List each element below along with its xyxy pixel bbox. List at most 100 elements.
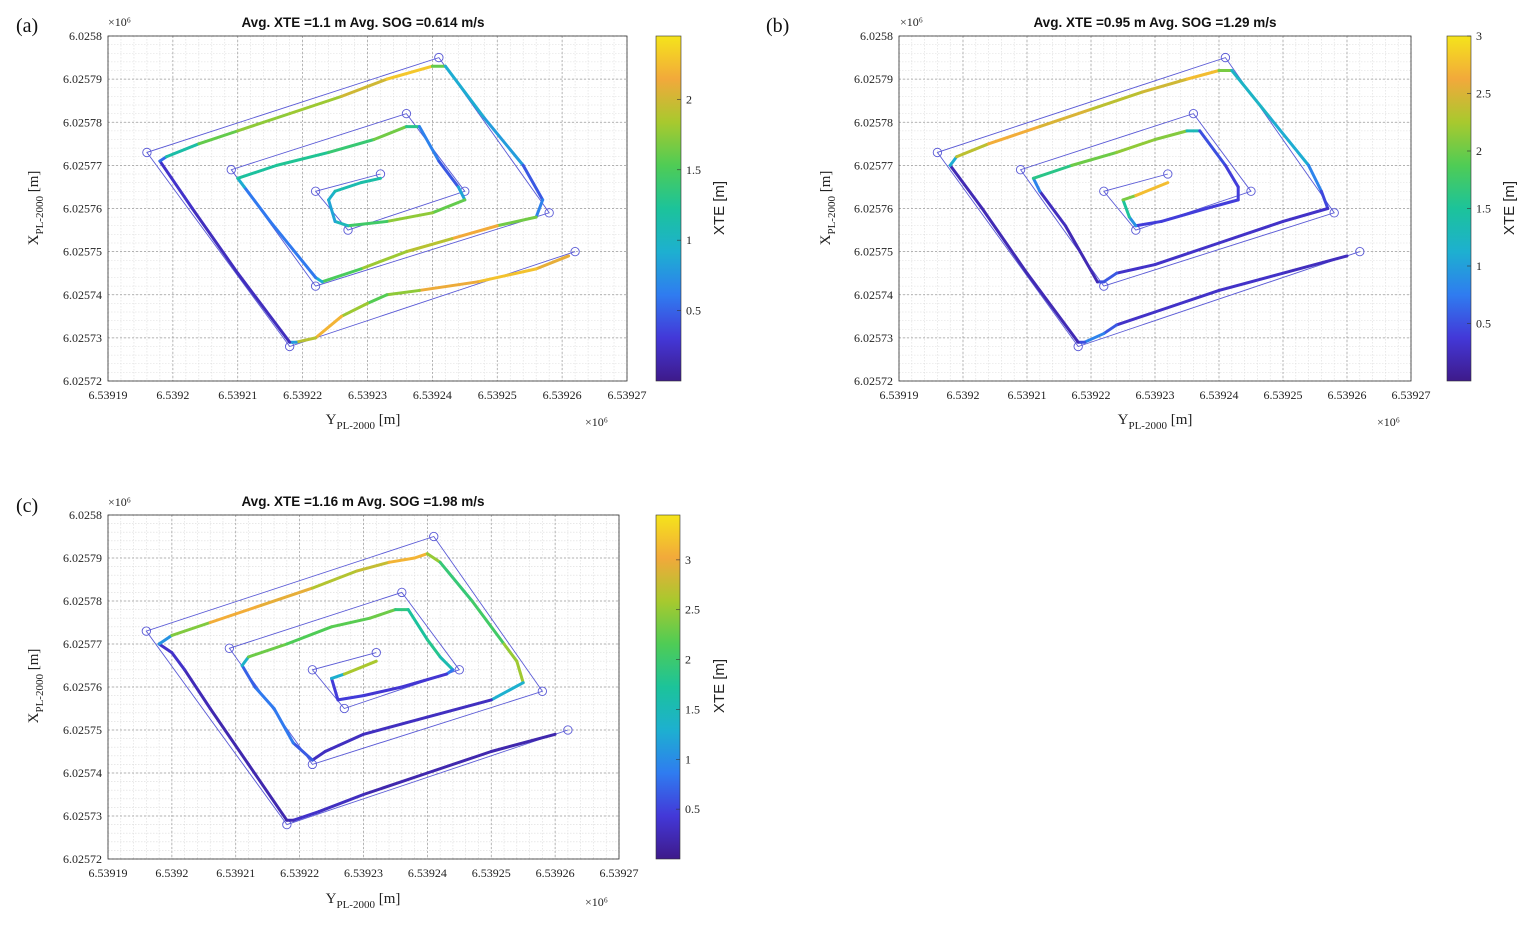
track-segment [1204, 198, 1240, 210]
track-segment [1089, 90, 1144, 111]
x-axis-label-main: Y [1118, 412, 1129, 428]
colorbar-tick-label: 0.5 [686, 304, 701, 318]
y-tick-label: 6.02575 [63, 723, 102, 737]
waypoint-marker [1355, 246, 1365, 257]
track-segment [236, 163, 279, 180]
y-axis-label-subscript: PL-2000 [826, 196, 838, 235]
chart-panel-c: (c) Avg. XTE =1.16 m Avg. SOG =1.98 m/s … [16, 494, 728, 911]
track-segment [372, 125, 408, 141]
track-segment [240, 655, 251, 667]
x-tick-label: 6.53925 [1264, 388, 1303, 402]
y-tick-label: 6.02578 [63, 115, 102, 129]
x-tick-label: 6.53927 [608, 388, 647, 402]
x-tick-label: 6.53924 [1200, 388, 1239, 402]
track-segment [236, 112, 292, 133]
y-axis-label: XPL-2000 [m] [26, 171, 46, 246]
waypoint-marker [1015, 165, 1026, 175]
x-tick-label: 6.53922 [1072, 388, 1111, 402]
track-segment [330, 672, 346, 680]
track-segment [1083, 332, 1106, 344]
y-tick-label: 6.02573 [63, 331, 102, 345]
track-segment [359, 250, 408, 271]
track-segment [330, 616, 372, 629]
track-segment [1115, 138, 1157, 154]
x-axis-label: YPL-2000 [m] [1118, 412, 1193, 432]
track-segment [450, 224, 499, 241]
waypoint-marker [310, 186, 321, 196]
x-tick-label: 6.53919 [89, 866, 128, 880]
track-segment [515, 659, 525, 685]
waypoint-marker [224, 643, 235, 653]
track-segment [170, 621, 212, 637]
x-tick-label: 6.53926 [543, 388, 582, 402]
track-segment [1198, 129, 1227, 167]
track-segment [268, 219, 318, 279]
track-segment [183, 668, 212, 710]
track-segment [385, 211, 434, 223]
track-segment [362, 715, 429, 736]
track-segment [355, 560, 391, 573]
track-segment [1307, 163, 1323, 193]
y-tick-label: 6.02579 [63, 72, 102, 86]
track-segment [406, 608, 429, 642]
y-tick-label: 6.0258 [860, 29, 893, 43]
y-tick-label: 6.02574 [854, 288, 893, 302]
x-exponent-label: ×10⁶ [585, 415, 608, 429]
track-segment [413, 552, 429, 560]
track-segment [482, 116, 525, 167]
waypoint-marker [226, 165, 236, 175]
y-axis-label-subscript: PL-2000 [34, 196, 46, 235]
y-tick-label: 6.02577 [854, 158, 893, 172]
chart-title: Avg. XTE =1.1 m Avg. SOG =0.614 m/s [241, 15, 484, 30]
axes-box [107, 514, 620, 860]
track-segment [368, 608, 397, 620]
colorbar-tick-label: 2.5 [685, 603, 700, 617]
waypoint-marker [339, 703, 349, 714]
track-segment [385, 288, 421, 297]
y-tick-label: 6.0258 [69, 29, 102, 43]
colorbar-tick-label: 1 [1476, 259, 1482, 273]
y-tick-label: 6.02572 [63, 852, 102, 866]
track-segment [502, 642, 519, 663]
track-segment [1134, 181, 1170, 198]
track-segment [1217, 219, 1285, 245]
track-segment [317, 793, 365, 814]
track-segment [327, 198, 337, 223]
x-axis-label-subscript: PL-2000 [336, 899, 375, 911]
y-axis-label-unit: [m] [818, 171, 834, 196]
y-tick-label: 6.02572 [854, 374, 893, 388]
x-axis-label-main: Y [326, 412, 337, 428]
track-segment [955, 142, 991, 159]
track-segment [1217, 271, 1285, 292]
track-segment [310, 569, 359, 590]
track-segment [470, 599, 506, 646]
colorbar-tick-label: 2 [1476, 144, 1482, 158]
x-axis-label-unit: [m] [375, 412, 400, 428]
y-tick-label: 6.02574 [63, 288, 102, 302]
waypoint-marker [310, 281, 321, 291]
y-exponent-label: ×10⁶ [108, 15, 131, 29]
x-tick-label: 6.53924 [413, 388, 452, 402]
track-segment [1140, 77, 1189, 94]
track-segment [247, 762, 289, 822]
waypoint-marker [544, 208, 554, 218]
track-segment [425, 698, 493, 719]
track-segment [157, 642, 174, 655]
y-axis-label: XPL-2000 [m] [818, 171, 838, 246]
x-tick-label: 6.53923 [1136, 388, 1175, 402]
track-segment [987, 125, 1042, 146]
track-segment [1153, 288, 1221, 314]
track-segment [158, 159, 194, 210]
track-segment [242, 185, 272, 223]
x-tick-label: 6.53919 [880, 388, 919, 402]
waypoint-marker [570, 246, 580, 257]
track-segment [336, 694, 365, 702]
y-tick-label: 6.02573 [854, 331, 893, 345]
track-segment [495, 215, 538, 228]
colorbar-tick-label: 2 [685, 653, 691, 667]
track-segment [333, 219, 350, 228]
x-tick-label: 6.53919 [89, 388, 128, 402]
track-segment [253, 685, 276, 710]
chart-panel-a: (a) Avg. XTE =1.1 m Avg. SOG =0.614 m/s … [16, 15, 728, 432]
track-segment [1031, 163, 1074, 180]
